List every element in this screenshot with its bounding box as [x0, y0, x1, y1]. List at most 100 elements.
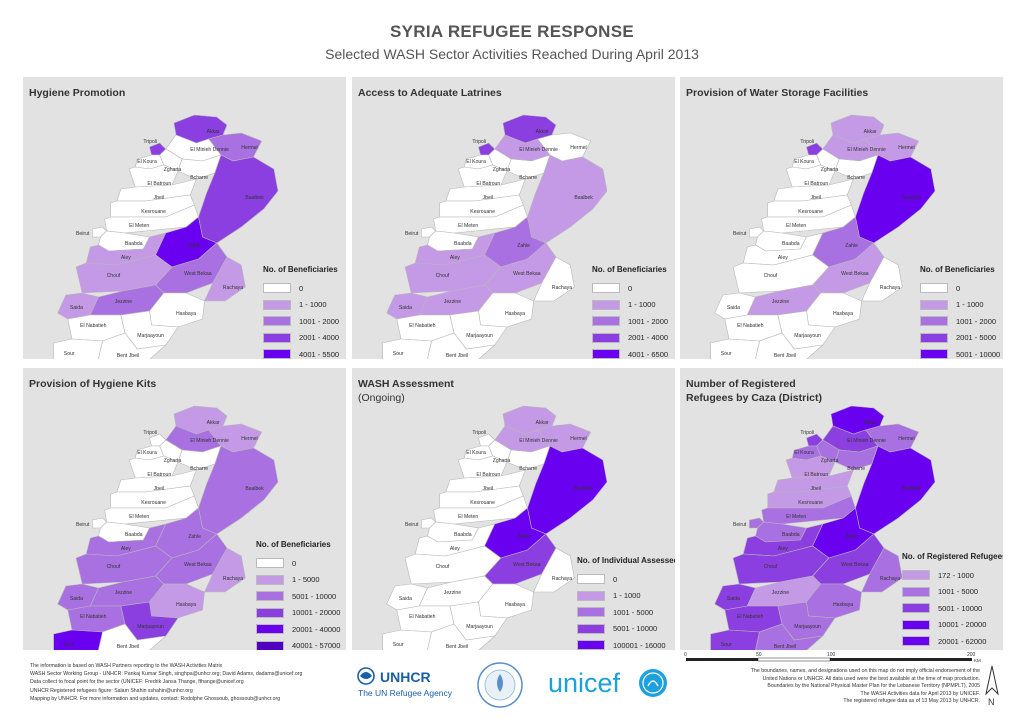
legend-swatch	[263, 283, 291, 294]
source-line: WASH Sector Working Group - UNHCR: Panka…	[30, 671, 303, 678]
legend-label: 1 - 1000	[613, 591, 641, 601]
legend-title: No. of Beneficiaries	[920, 265, 995, 274]
district-label: Saida	[727, 596, 740, 602]
district-label: West Bekaa	[184, 271, 212, 277]
legend-swatch	[592, 316, 620, 327]
legend-label: 1001 - 2000	[956, 316, 997, 326]
district-label: West Bekaa	[841, 271, 869, 277]
district-label: Tripoli	[143, 139, 157, 145]
legend-title: No. of Individual Assessed	[577, 556, 675, 565]
district-label: Bcharre	[847, 466, 865, 472]
disclaimer-line: United Nations or UNHCR. All data used w…	[762, 675, 980, 682]
district-label: West Bekaa	[513, 271, 541, 277]
legend-item: 0	[263, 280, 346, 297]
district-label: Jezzine	[444, 590, 461, 596]
district-label: Bent Jbeil	[446, 353, 468, 359]
legend-swatch	[577, 607, 605, 618]
legend: No. of Beneficiaries 0 1 - 1000 1001 - 200…	[263, 265, 346, 359]
page-title: SYRIA REFUGEE RESPONSE	[389, 22, 635, 41]
district-label: Hasbaya	[176, 311, 196, 317]
legend-item: 1001 - 2000	[592, 313, 675, 330]
district-label: El Meten	[129, 223, 149, 229]
district-label: Hasbaya	[505, 311, 525, 317]
legend: No. of Registered Refugees 172 - 1000 100…	[902, 552, 1003, 650]
district-label: Hermel	[898, 436, 914, 442]
legend-item: 1 - 1000	[263, 297, 346, 314]
district-label: Aley	[450, 255, 460, 261]
district-tyre	[382, 629, 432, 650]
district-baalbek	[855, 154, 936, 244]
district-label: Jbeil	[154, 195, 164, 201]
north-arrow-icon: N	[985, 665, 999, 707]
legend-swatch	[902, 636, 930, 647]
legend-item: 5001 - 10000	[256, 588, 346, 605]
district-label: Zahle	[517, 534, 530, 540]
district-tyre	[53, 629, 103, 650]
legend-label: 1 - 5000	[292, 575, 320, 585]
district-label: El Minieh Dennie	[847, 147, 886, 153]
legend-item: 5001 - 10000	[902, 600, 1003, 617]
district-label: Jezzine	[772, 299, 789, 305]
district-label: El Minieh Dennie	[519, 438, 558, 444]
panel-title: Hygiene Promotion	[29, 87, 126, 99]
district-label: Zgharta	[493, 167, 511, 173]
legend-label: 1 - 1000	[956, 300, 984, 310]
district-label: El Nabatieh	[409, 614, 436, 620]
district-label: Jbeil	[483, 486, 493, 492]
scale-unit: KM	[974, 658, 981, 663]
district-label: El Koura	[137, 159, 157, 165]
panel-wash-assessment: Akkar Tripoli El Minieh Dennie El Koura Zgha…	[352, 368, 675, 650]
district-label: Akkar	[536, 420, 549, 426]
district-tyre	[710, 338, 760, 359]
district-label: Kesrouane	[470, 209, 495, 215]
district-label: Jbeil	[154, 486, 164, 492]
district-label: Jezzine	[772, 590, 789, 596]
legend-item: 0	[256, 555, 346, 572]
legend-item: 172 - 1000	[902, 567, 1003, 584]
district-label: Sour	[721, 351, 732, 357]
legend-label: 5001 - 10000	[956, 349, 1001, 359]
legend-swatch	[577, 590, 605, 601]
district-label: Chouf	[764, 273, 778, 279]
legend-swatch	[263, 299, 291, 310]
legend-swatch	[920, 349, 948, 359]
district-label: Aley	[121, 546, 131, 552]
district-label: El Batroun	[804, 181, 828, 187]
scale-label: 50	[756, 652, 762, 658]
legend-label: 1001 - 2000	[299, 316, 340, 326]
panel-title: Access to Adequate Latrines	[358, 87, 502, 99]
district-label: El Nabatieh	[737, 323, 764, 329]
legend-label: 5001 - 10000	[613, 624, 658, 634]
district-label: Kesrouane	[141, 500, 166, 506]
district-label: Beirut	[733, 522, 747, 528]
district-label: Baabda	[454, 532, 472, 538]
district-label: Saida	[727, 305, 740, 311]
panel-hygiene-kits: Akkar Tripoli El Minieh Dennie El Koura Zgha…	[23, 368, 346, 650]
lebanon-map: Akkar Tripoli El Minieh Dennie El Koura Zgha…	[710, 114, 936, 359]
district-label: Akkar	[207, 420, 220, 426]
legend-swatch	[920, 299, 948, 310]
district-label: Baalbek	[574, 486, 593, 492]
district-label: Marjaayoun	[466, 333, 493, 339]
legend-item: 1 - 1000	[592, 297, 675, 314]
panel-subtitle: (Ongoing)	[358, 392, 405, 404]
legend-item: 20001 - 62000	[902, 633, 1003, 650]
district-label: El Batroun	[147, 181, 171, 187]
district-label: Akkar	[207, 129, 220, 135]
unicef-logo: unicef	[548, 664, 678, 705]
district-label: Saida	[399, 305, 412, 311]
district-label: El Koura	[137, 450, 157, 456]
legend-title: No. of Beneficiaries	[256, 540, 331, 549]
district-bint-jbeil	[755, 332, 824, 359]
district-label: El Koura	[794, 159, 814, 165]
district-bint-jbeil	[98, 332, 167, 359]
district-label: El Minieh Dennie	[190, 438, 229, 444]
map-header: SYRIA REFUGEE RESPONSE Selected WASH Sec…	[0, 22, 1024, 62]
district-label: Bent Jbeil	[774, 353, 796, 359]
legend-item: 1 - 5000	[256, 572, 346, 589]
district-label: Hermel	[570, 145, 586, 151]
district-label: Baabda	[125, 532, 143, 538]
legend-item: 4001 - 5500	[263, 346, 346, 359]
district-label: Sour	[393, 642, 404, 648]
scale-label: 100	[827, 652, 836, 658]
